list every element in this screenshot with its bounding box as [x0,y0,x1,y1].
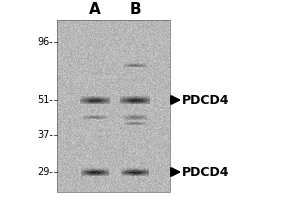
Text: A: A [89,2,101,18]
Text: PDCD4: PDCD4 [182,94,230,106]
Text: 29-: 29- [37,167,53,177]
Text: 96-: 96- [37,37,53,47]
Bar [57,20,170,192]
Text: 37-: 37- [37,130,53,140]
Text: 51-: 51- [37,95,53,105]
Text: B: B [129,2,141,18]
Text: PDCD4: PDCD4 [182,166,230,178]
